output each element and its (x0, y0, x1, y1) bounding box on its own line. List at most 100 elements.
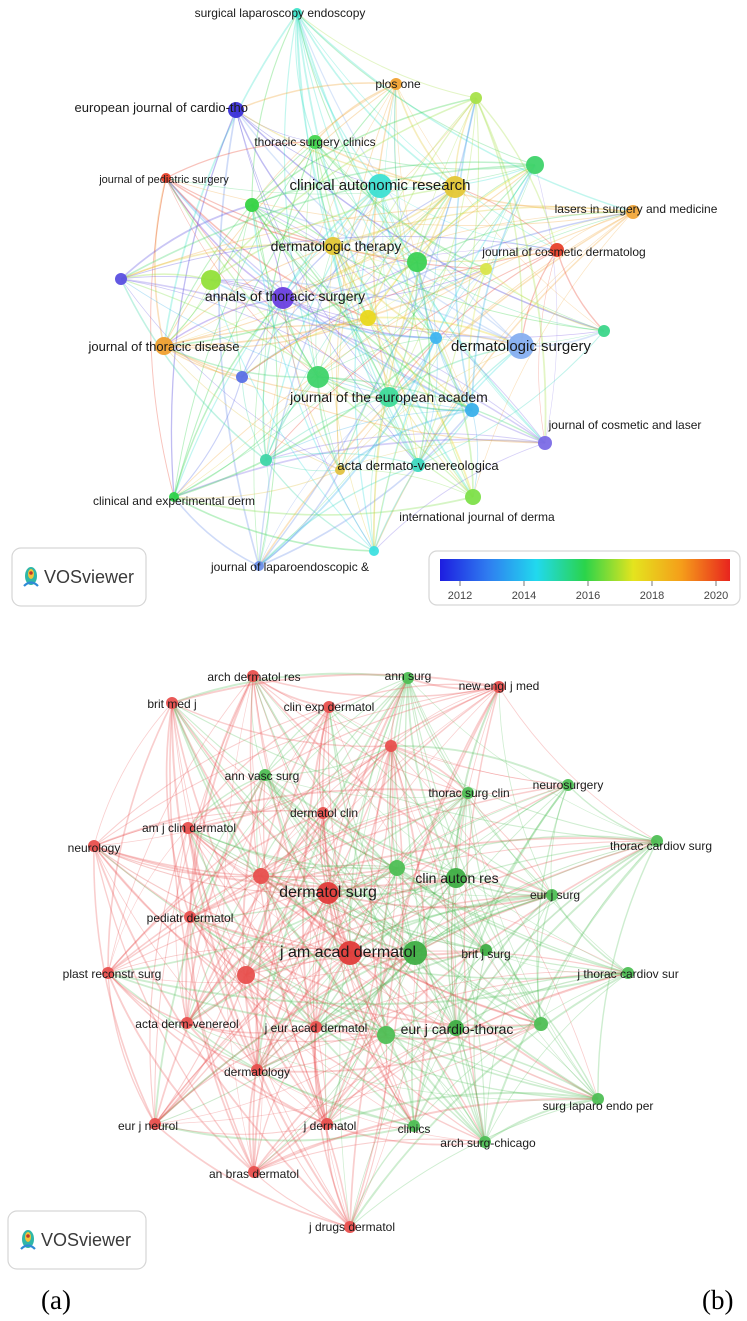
network-edge (260, 875, 328, 1125)
network-edge (253, 892, 329, 1173)
network-edge (282, 297, 437, 339)
network-edge (339, 469, 474, 498)
network-edge (256, 1023, 542, 1073)
network-edge (309, 812, 351, 1228)
network-edge (567, 784, 658, 842)
network-edge (390, 677, 409, 747)
network-edge (390, 686, 500, 747)
network-edge (241, 249, 558, 378)
network-edge (120, 278, 546, 444)
network-edge (296, 12, 546, 444)
network-edge (433, 186, 456, 339)
network-edge (187, 827, 487, 951)
network-edge (154, 784, 569, 1125)
label-clinical-and-experimental-derm: clinical and experimental derm (93, 494, 255, 508)
network-edge (327, 892, 415, 1127)
network-edge (186, 706, 330, 1024)
network-edge (314, 141, 418, 263)
network-edge (264, 774, 398, 869)
network-edge (282, 261, 418, 299)
network-edge (314, 141, 369, 319)
network-edge (256, 867, 398, 1071)
panel-b-nodes (88, 670, 663, 1233)
network-node (403, 941, 427, 965)
network-edge (597, 840, 658, 1100)
network-edge (326, 972, 629, 1125)
network-edge (498, 686, 553, 896)
network-edge (296, 12, 437, 339)
network-edge (265, 459, 375, 552)
node-clin-auton-res (446, 868, 466, 888)
network-edge (252, 675, 330, 708)
node-dermatology (251, 1064, 263, 1076)
network-edge (107, 784, 569, 974)
network-edge (186, 774, 266, 1024)
network-edge (171, 702, 599, 1100)
network-edge (251, 204, 390, 398)
label-new-engl-j-med: new engl j med (459, 679, 540, 693)
network-edge (265, 83, 397, 461)
network-node (236, 371, 248, 383)
network-edge (314, 141, 634, 213)
network-edge (407, 677, 457, 879)
network-edge (256, 972, 629, 1071)
network-edge (251, 675, 317, 1028)
network-edge (107, 972, 188, 1024)
network-edge (93, 845, 457, 888)
network-edge (265, 459, 341, 472)
network-edge (93, 845, 328, 1125)
vosviewer-logo-icon (23, 567, 39, 587)
node-journal-of-pediatric-surgery (161, 173, 171, 183)
network-edge (349, 840, 658, 954)
network-edge (154, 840, 658, 1125)
network-edge (245, 877, 457, 976)
network-edge (165, 177, 473, 411)
network-edge (218, 109, 260, 567)
node-an-bras-dermatol (248, 1166, 260, 1178)
node-j-drugs-dermatol (344, 1221, 356, 1233)
network-edge (165, 177, 334, 247)
panel-a-logo: VOSviewer (11, 547, 147, 607)
network-edge (414, 840, 658, 954)
network-edge (534, 164, 558, 444)
network-edge (373, 164, 536, 552)
network-edge (107, 686, 500, 974)
network-edge (484, 840, 658, 1143)
network-edge (245, 974, 260, 1071)
network-node (526, 156, 544, 174)
network-edge (395, 83, 473, 411)
network-edge (282, 297, 375, 552)
network-edge (154, 675, 254, 1125)
network-edge (455, 894, 553, 1029)
network-edge (395, 83, 605, 332)
network-edge (455, 840, 658, 1029)
network-edge (258, 164, 536, 567)
network-edge (173, 496, 474, 516)
network-edge (251, 161, 536, 206)
network-edge (389, 677, 409, 869)
network-node (385, 740, 397, 752)
network-edge (322, 812, 629, 974)
network-edge (252, 675, 487, 951)
network-edge (537, 894, 553, 1025)
network-node (534, 1017, 548, 1031)
network-edge (171, 673, 500, 704)
network-edge (187, 827, 351, 1228)
network-edge (317, 337, 437, 378)
network-edge (262, 297, 284, 461)
network-edge (154, 177, 167, 347)
network-edge (264, 774, 469, 799)
network-edge (484, 972, 629, 1143)
network-edge (414, 952, 486, 1143)
network-edge (185, 675, 254, 1024)
network-edge (349, 686, 500, 1228)
network-edge (414, 792, 469, 954)
node-j-eur-acad-dermatol (310, 1021, 322, 1033)
network-edge (256, 686, 500, 1071)
network-edge (235, 82, 397, 111)
network-edge (314, 141, 487, 270)
network-edge (451, 686, 500, 1029)
network-edge (296, 12, 381, 187)
label-journal-of-the-european-academ: journal of the european academ (289, 389, 488, 405)
network-edge (395, 83, 456, 188)
